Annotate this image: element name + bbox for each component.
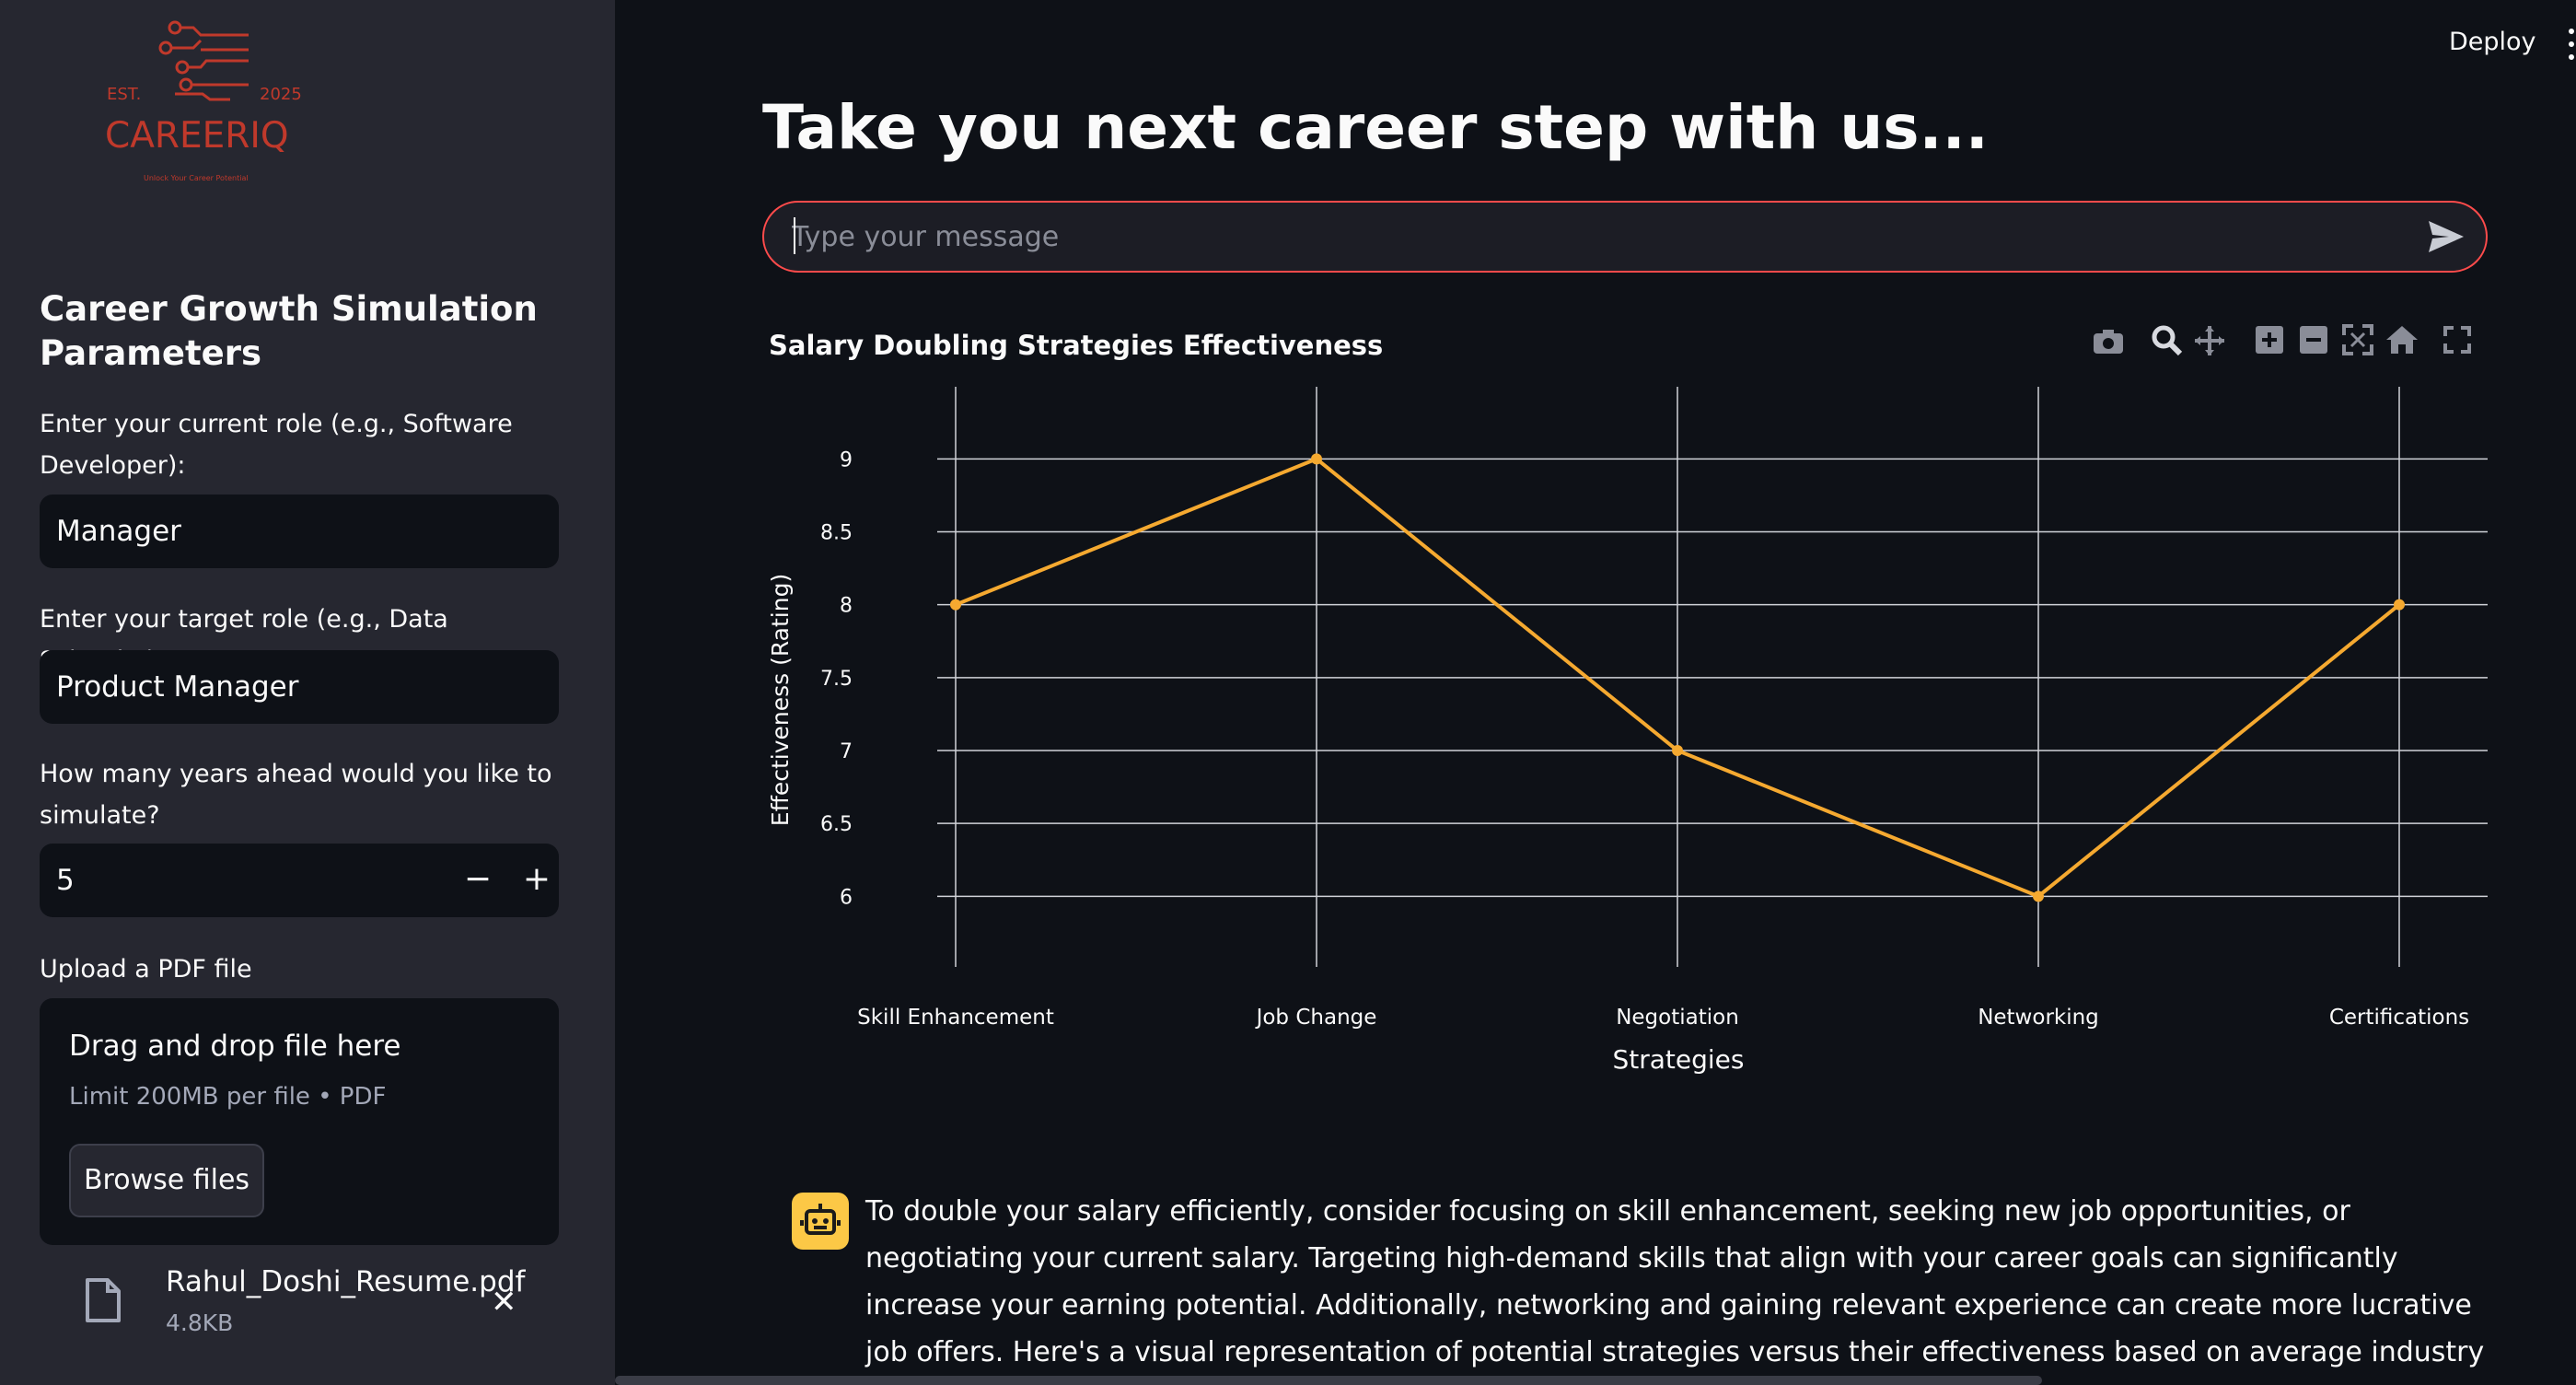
data-point[interactable] bbox=[2394, 599, 2405, 611]
y-tick-label: 8.5 bbox=[820, 522, 853, 545]
chat-input[interactable] bbox=[792, 203, 2394, 271]
fullscreen-icon[interactable] bbox=[2443, 326, 2471, 354]
logo-tagline: Unlock Your Career Potential bbox=[144, 174, 249, 182]
data-point[interactable] bbox=[2033, 890, 2044, 902]
camera-icon[interactable] bbox=[2094, 330, 2123, 354]
dropzone-title: Drag and drop file here bbox=[69, 1030, 401, 1063]
x-tick-label: Negotiation bbox=[1616, 1006, 1739, 1030]
y-tick-label: 6.5 bbox=[820, 813, 853, 836]
robot-icon bbox=[792, 1193, 849, 1250]
pan-icon[interactable] bbox=[2195, 326, 2224, 355]
current-role-input[interactable]: Manager bbox=[40, 495, 559, 568]
x-tick-label: Networking bbox=[1978, 1006, 2099, 1030]
remove-file-button[interactable]: ✕ bbox=[491, 1284, 517, 1321]
file-dropzone[interactable]: Drag and drop file here Limit 200MB per … bbox=[40, 998, 559, 1245]
reset-axes-icon[interactable] bbox=[2386, 326, 2418, 354]
logo-est-left: EST. bbox=[107, 85, 141, 104]
y-tick-label: 7 bbox=[840, 740, 853, 763]
assistant-message: To double your salary efficiently, consi… bbox=[865, 1195, 2485, 1385]
text-caret bbox=[794, 217, 795, 254]
file-name: Rahul_Doshi_Resume.pdf bbox=[166, 1265, 526, 1298]
browse-files-button[interactable]: Browse files bbox=[69, 1144, 264, 1217]
y-tick-label: 9 bbox=[840, 448, 853, 471]
years-label: How many years ahead would you like to s… bbox=[40, 760, 552, 830]
decrement-button[interactable]: − bbox=[463, 860, 493, 898]
current-role-label: Enter your current role (e.g., Software … bbox=[40, 410, 513, 480]
send-icon[interactable] bbox=[2425, 215, 2467, 258]
x-tick-label: Job Change bbox=[1255, 1006, 1377, 1030]
increment-button[interactable]: + bbox=[522, 860, 551, 898]
sidebar: EST. 2025 CAREERIQ Unlock Your Career Po… bbox=[0, 0, 615, 1385]
autoscale-icon[interactable] bbox=[2342, 324, 2373, 355]
target-role-input[interactable]: Product Manager bbox=[40, 650, 559, 724]
careeriq-logo: EST. 2025 CAREERIQ Unlock Your Career Po… bbox=[105, 20, 302, 182]
file-size: 4.8KB bbox=[166, 1309, 234, 1336]
years-value[interactable]: 5 bbox=[56, 864, 75, 897]
x-tick-label: Skill Enhancement bbox=[857, 1006, 1054, 1030]
x-axis-label: Strategies bbox=[1613, 1044, 1745, 1075]
dropzone-limit: Limit 200MB per file • PDF bbox=[69, 1083, 387, 1111]
chart-title: Salary Doubling Strategies Effectiveness bbox=[769, 330, 1384, 361]
deploy-button[interactable]: Deploy bbox=[2449, 28, 2536, 56]
chat-input-bar[interactable] bbox=[762, 201, 2488, 273]
years-number-input[interactable]: 5 − + bbox=[40, 844, 559, 917]
line-chart: 6 6.5 7 7.5 8 8.5 9 Skill Enhancement Job Chang… bbox=[767, 387, 2488, 1075]
upload-label: Upload a PDF file bbox=[40, 955, 252, 983]
zoom-out-icon[interactable] bbox=[2300, 326, 2327, 354]
y-tick-label: 7.5 bbox=[820, 668, 853, 691]
data-point[interactable] bbox=[1672, 745, 1683, 756]
zoom-in-icon[interactable] bbox=[2256, 326, 2283, 354]
page-title: Take you next career step with us... bbox=[762, 92, 1989, 163]
main-menu-icon[interactable] bbox=[2567, 26, 2576, 63]
chart-modebar bbox=[2094, 324, 2471, 356]
logo-est-right: 2025 bbox=[260, 85, 302, 104]
y-axis-label: Effectiveness (Rating) bbox=[767, 574, 794, 826]
y-tick-label: 6 bbox=[840, 886, 853, 909]
uploaded-file: Rahul_Doshi_Resume.pdf 4.8KB ✕ bbox=[40, 1252, 559, 1363]
x-tick-label: Certifications bbox=[2329, 1006, 2469, 1030]
file-icon bbox=[86, 1278, 121, 1322]
y-tick-label: 8 bbox=[840, 595, 853, 618]
data-point[interactable] bbox=[1311, 453, 1322, 465]
data-point[interactable] bbox=[950, 599, 961, 611]
logo-brand: CAREERIQ bbox=[105, 115, 289, 157]
zoom-icon[interactable] bbox=[2152, 325, 2183, 356]
horizontal-scrollbar[interactable] bbox=[615, 1376, 2042, 1385]
sidebar-heading: Career Growth Simulation Parameters bbox=[40, 289, 538, 373]
